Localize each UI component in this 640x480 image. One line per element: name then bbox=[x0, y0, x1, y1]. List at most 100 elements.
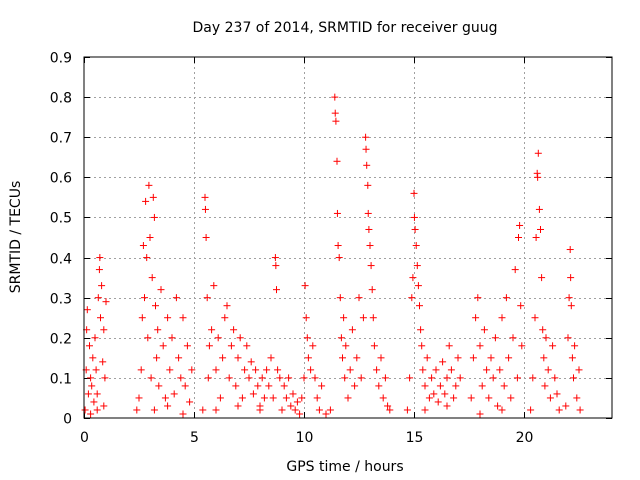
data-point bbox=[443, 374, 451, 382]
data-point bbox=[425, 394, 433, 402]
data-point bbox=[517, 302, 525, 310]
data-point bbox=[188, 366, 196, 374]
data-point bbox=[509, 334, 517, 342]
data-point bbox=[496, 366, 504, 374]
data-point bbox=[137, 366, 145, 374]
data-point bbox=[212, 366, 220, 374]
data-point bbox=[339, 354, 346, 362]
data-point bbox=[280, 382, 288, 390]
data-point bbox=[238, 394, 246, 402]
data-point bbox=[487, 354, 495, 362]
data-point bbox=[340, 314, 348, 322]
data-point bbox=[219, 354, 227, 362]
data-point bbox=[164, 314, 172, 322]
data-point bbox=[445, 342, 453, 350]
data-point bbox=[403, 406, 411, 414]
data-point bbox=[142, 197, 150, 205]
data-point bbox=[287, 402, 295, 410]
data-point bbox=[386, 406, 394, 414]
data-point bbox=[447, 366, 455, 374]
data-point bbox=[267, 354, 275, 362]
data-point bbox=[335, 254, 343, 262]
data-point bbox=[336, 294, 344, 302]
data-point bbox=[428, 374, 436, 382]
data-point bbox=[285, 374, 293, 382]
data-point bbox=[355, 294, 363, 302]
data-point bbox=[359, 314, 367, 322]
data-point bbox=[102, 298, 110, 306]
data-point bbox=[282, 394, 290, 402]
data-point bbox=[410, 189, 418, 197]
data-point bbox=[133, 406, 141, 414]
data-point bbox=[135, 394, 143, 402]
data-point bbox=[565, 294, 573, 302]
data-point bbox=[573, 394, 581, 402]
data-point bbox=[153, 354, 161, 362]
data-point bbox=[303, 334, 311, 342]
data-point bbox=[223, 302, 231, 310]
data-point bbox=[502, 294, 510, 302]
x-tick-label: 10 bbox=[296, 430, 314, 446]
data-point bbox=[203, 294, 211, 302]
data-point bbox=[247, 358, 255, 366]
data-point bbox=[375, 382, 383, 390]
data-point bbox=[201, 193, 209, 201]
x-tick-label: 20 bbox=[516, 430, 534, 446]
x-tick-label: 15 bbox=[406, 430, 424, 446]
data-point bbox=[146, 234, 154, 241]
data-point bbox=[408, 294, 416, 302]
data-point bbox=[93, 406, 101, 414]
data-point bbox=[260, 394, 268, 402]
data-point bbox=[274, 366, 282, 374]
data-point bbox=[92, 366, 100, 374]
data-point bbox=[369, 314, 377, 322]
data-point bbox=[89, 354, 97, 362]
data-point bbox=[456, 374, 464, 382]
data-point bbox=[225, 374, 233, 382]
data-point bbox=[326, 406, 334, 414]
data-point bbox=[480, 326, 488, 334]
data-point bbox=[172, 294, 180, 302]
data-point bbox=[96, 254, 104, 262]
data-point bbox=[232, 382, 240, 390]
data-point bbox=[143, 254, 151, 262]
data-point bbox=[212, 406, 220, 414]
y-tick-label: 0.3 bbox=[50, 292, 72, 308]
data-point bbox=[364, 209, 372, 217]
data-point bbox=[141, 294, 148, 302]
y-tick-labels: 0 0.1 0.2 0.3 0.4 0.5 0.6 0.7 0.8 0.9 bbox=[50, 51, 72, 428]
data-point bbox=[333, 209, 341, 217]
data-point bbox=[150, 213, 158, 221]
data-point bbox=[81, 406, 89, 414]
data-point bbox=[154, 326, 162, 334]
data-point bbox=[243, 342, 251, 350]
data-point bbox=[300, 374, 308, 382]
data-point bbox=[436, 382, 444, 390]
data-point bbox=[337, 334, 345, 342]
data-point bbox=[100, 326, 108, 334]
data-point bbox=[94, 294, 102, 302]
data-point bbox=[210, 282, 218, 290]
data-points bbox=[81, 93, 584, 418]
data-point bbox=[168, 334, 176, 342]
data-point bbox=[289, 390, 297, 398]
data-point bbox=[476, 342, 484, 350]
y-tick-label: 0.9 bbox=[50, 51, 72, 67]
x-axis-label: GPS time / hours bbox=[286, 459, 403, 475]
data-point bbox=[553, 390, 561, 398]
data-point bbox=[278, 406, 286, 414]
data-point bbox=[483, 366, 491, 374]
data-point bbox=[531, 314, 539, 322]
x-tick-labels: 0 5 10 15 20 bbox=[80, 430, 533, 446]
data-point bbox=[179, 314, 187, 322]
data-point bbox=[472, 314, 480, 322]
data-point bbox=[227, 342, 235, 350]
data-point bbox=[373, 366, 381, 374]
data-point bbox=[177, 374, 185, 382]
data-point bbox=[417, 326, 425, 334]
data-point bbox=[409, 274, 417, 282]
data-point bbox=[161, 394, 169, 402]
data-point bbox=[370, 342, 378, 350]
data-point bbox=[291, 406, 299, 414]
data-point bbox=[467, 394, 475, 402]
